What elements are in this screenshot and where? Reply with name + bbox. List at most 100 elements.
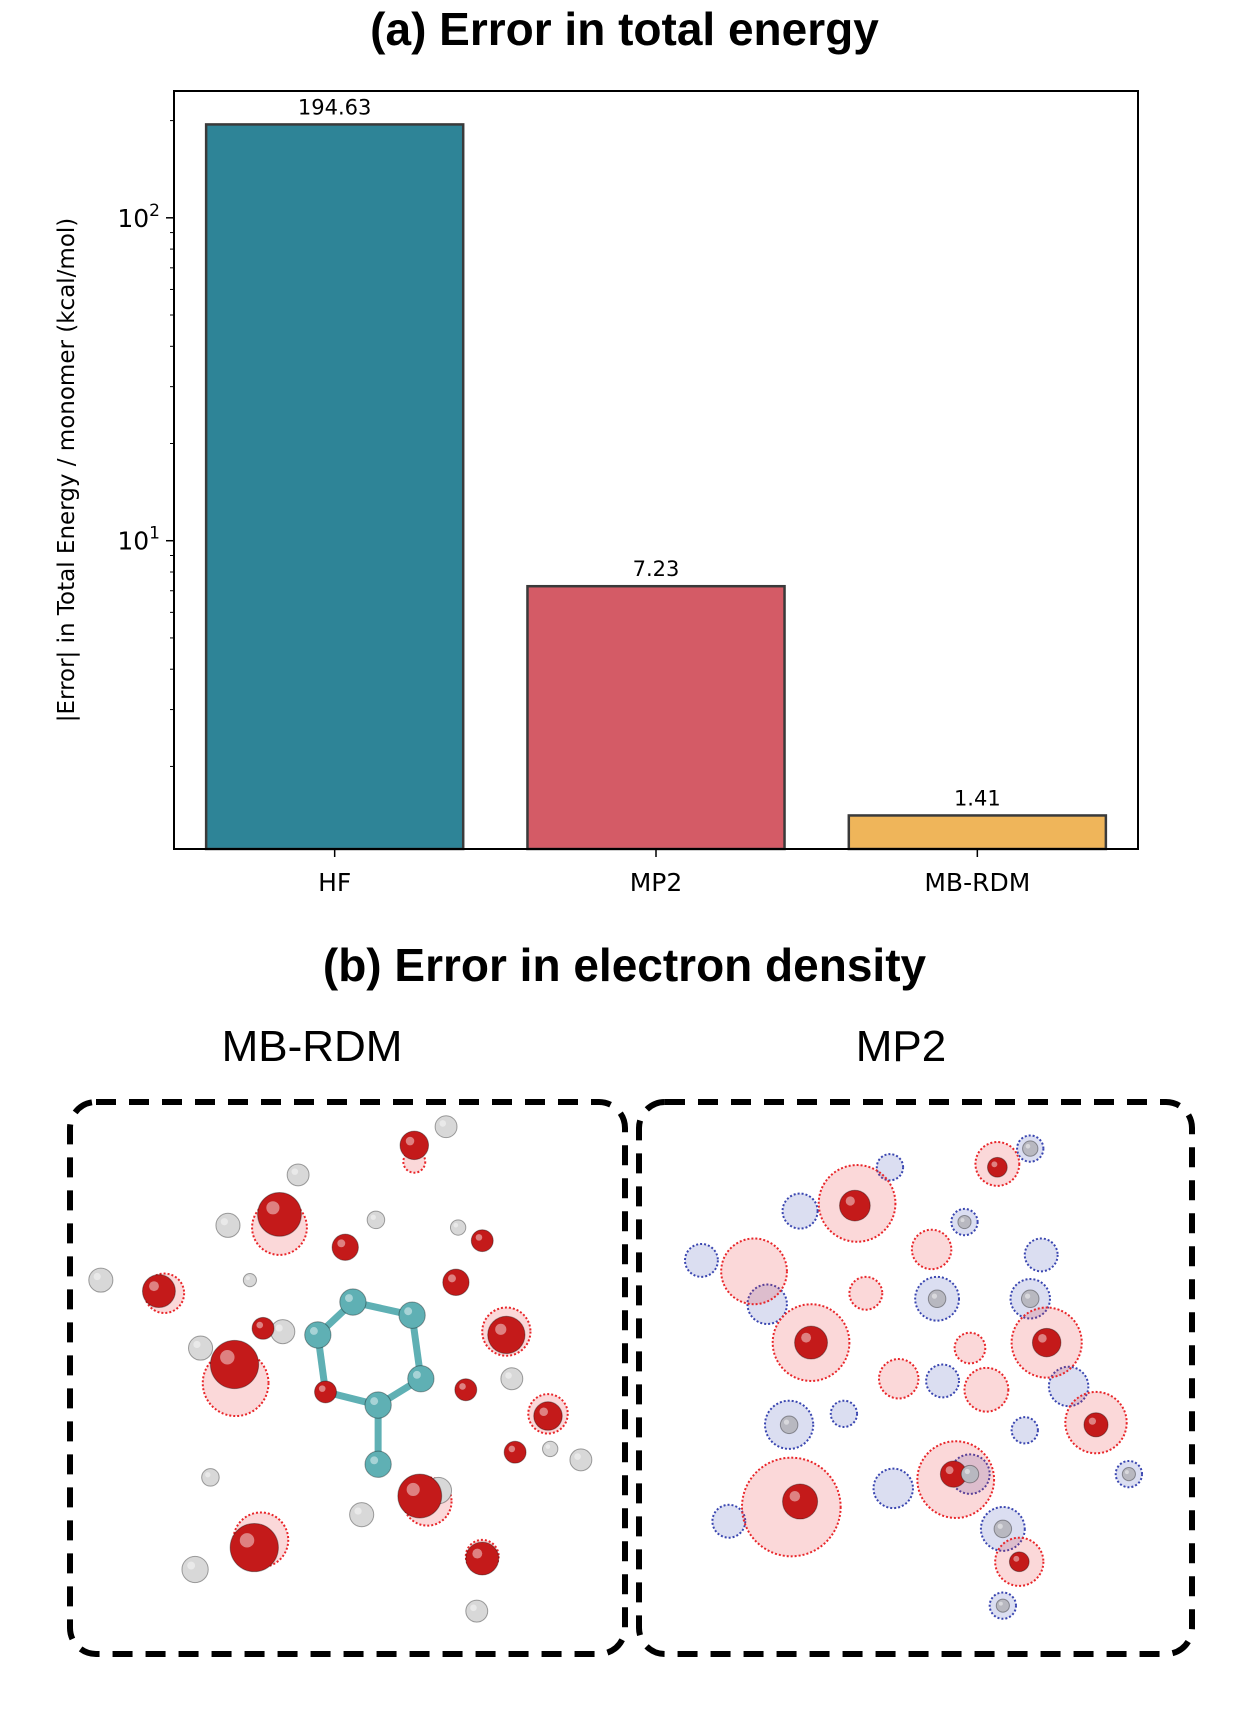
atom-highlight (309, 1327, 318, 1335)
atom-highlight (845, 1196, 855, 1206)
atom-highlight (453, 1222, 459, 1228)
atom-highlight (1124, 1470, 1129, 1475)
density-excess-mesh (953, 1331, 987, 1365)
atom-highlight (256, 1321, 264, 1329)
atom-highlight (187, 1561, 196, 1570)
hydrogen-atom (500, 1367, 524, 1391)
atom-highlight (149, 1281, 159, 1292)
hydrogen-atom (270, 1319, 296, 1345)
atom-highlight (991, 1161, 998, 1168)
hydrogen-atom (569, 1448, 593, 1472)
carbon-atom (339, 1288, 367, 1316)
hydrogen-atom (434, 1115, 458, 1139)
atom-highlight (470, 1604, 477, 1612)
x-tick-label: HF (318, 868, 351, 897)
y-tick-label: 102 (117, 201, 160, 233)
carbon-atom (364, 1450, 392, 1478)
plot-frame (173, 90, 1139, 850)
atom-highlight (404, 1307, 413, 1316)
mp2-label: MP2 (855, 1022, 947, 1071)
oxygen-atom (470, 1229, 494, 1253)
atom-highlight (412, 1370, 421, 1379)
bar-value-label: 194.63 (298, 95, 371, 119)
density-deficit-mesh (711, 1503, 747, 1539)
atom-highlight (964, 1468, 970, 1475)
mb-rdm-label: MB-RDM (221, 1022, 403, 1071)
carbon-atom (398, 1301, 426, 1329)
bar-mp2 (526, 584, 786, 851)
atom-highlight (354, 1507, 362, 1515)
atom-highlight (93, 1272, 101, 1281)
panel-b-title: (b) Error in electron density (322, 939, 927, 991)
bar-value-label: 7.23 (633, 557, 680, 581)
density-deficit-mesh (925, 1363, 960, 1399)
oxygen-atom (397, 1473, 443, 1519)
atom-highlight (439, 1120, 447, 1127)
atom-highlight (997, 1523, 1003, 1529)
atom-highlight (472, 1548, 483, 1559)
panel-a-title: (a) Error in total energy (370, 3, 879, 55)
x-tick-label: MP2 (630, 868, 683, 897)
density-deficit-mesh (1023, 1237, 1059, 1273)
atom-highlight (505, 1372, 512, 1379)
hydrogen-atom (188, 1335, 214, 1361)
atom-highlight (220, 1218, 228, 1226)
carbon-atom (407, 1365, 435, 1393)
atom-highlight (495, 1323, 507, 1335)
atom-highlight (291, 1168, 299, 1175)
hydrogen-atom (993, 1519, 1013, 1539)
density-deficit-mesh (829, 1399, 859, 1428)
atom-highlight (318, 1385, 326, 1392)
y-axis-label: |Error| in Total Energy / monomer (kcal/… (54, 218, 80, 723)
atom-highlight (475, 1234, 483, 1241)
atom-highlight (459, 1383, 466, 1390)
oxygen-atom (141, 1274, 176, 1309)
y-tick-label: 101 (117, 524, 160, 556)
hydrogen-atom (927, 1289, 947, 1309)
hydrogen-atom (779, 1415, 799, 1435)
atom-highlight (405, 1136, 415, 1146)
atom-highlight (1038, 1334, 1047, 1343)
oxygen-atom (442, 1268, 470, 1296)
oxygen-atom (1031, 1327, 1062, 1358)
x-tick-label: MB-RDM (924, 868, 1030, 897)
atom-highlight (945, 1466, 954, 1475)
atom-highlight (205, 1472, 211, 1478)
density-excess-mesh (877, 1358, 920, 1400)
oxygen-atom (487, 1315, 526, 1355)
density-deficit-mesh (1010, 1416, 1039, 1445)
atom-highlight (1025, 1144, 1031, 1149)
oxygen-atom (251, 1316, 275, 1340)
oxygen-atom (229, 1522, 279, 1573)
atom-highlight (960, 1218, 965, 1223)
hydrogen-atom (995, 1598, 1010, 1613)
atom-highlight (931, 1293, 938, 1299)
hydrogen-atom (88, 1267, 114, 1293)
atom-highlight (574, 1453, 581, 1460)
atom-highlight (789, 1490, 801, 1502)
atom-highlight (1024, 1293, 1031, 1299)
density-excess-mesh (720, 1237, 788, 1306)
density-excess-mesh (848, 1275, 884, 1311)
y-tick-exponent: 1 (149, 524, 160, 544)
atom-highlight (448, 1274, 456, 1283)
atom-highlight (370, 1397, 379, 1406)
atom-highlight (545, 1444, 551, 1449)
oxygen-atom (1008, 1551, 1030, 1573)
oxygen-atom (209, 1339, 260, 1390)
mp2-frame (636, 1099, 1195, 1657)
oxygen-atom (1083, 1412, 1109, 1438)
atom-highlight (220, 1350, 235, 1365)
hydrogen-atom (465, 1599, 489, 1623)
oxygen-atom (454, 1378, 478, 1402)
oxygen-atom (986, 1156, 1008, 1178)
hydrogen-atom (542, 1440, 559, 1458)
atom-highlight (539, 1407, 548, 1417)
oxygen-atom (314, 1380, 337, 1404)
hydrogen-atom (286, 1163, 310, 1187)
y-tick-exponent: 2 (149, 201, 160, 221)
hydrogen-atom (215, 1212, 241, 1238)
carbon-atom (304, 1321, 332, 1349)
